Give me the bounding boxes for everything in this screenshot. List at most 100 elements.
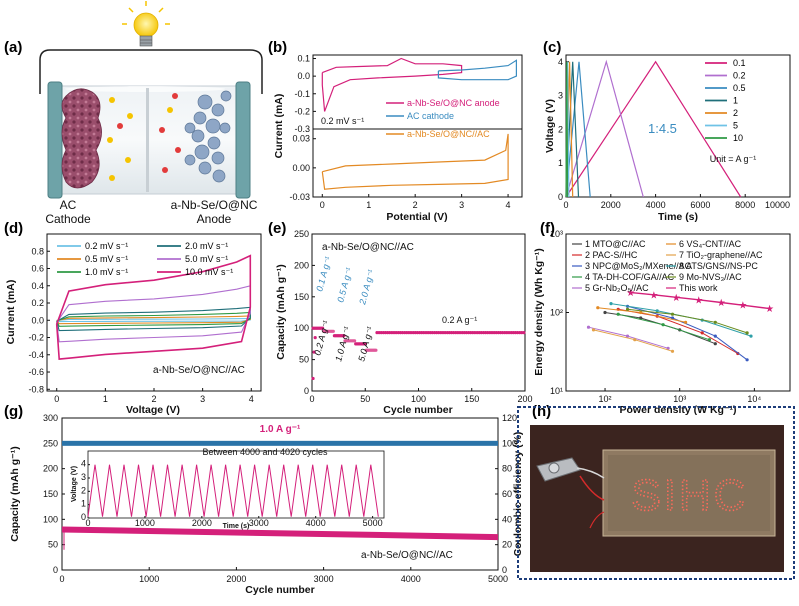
c-curve-0.5 [565,61,591,198]
f-point [713,342,717,346]
g-ytick-label: 200 [43,464,58,474]
g-inset-xtick-label: 3000 [249,518,269,528]
g-inset-ytick-label: 1 [81,499,86,509]
g-inset-xtick-label: 5000 [363,518,383,528]
b-scan-rate-label: 0.2 mV s⁻¹ [321,116,364,126]
e-point [479,331,483,335]
separator [146,88,149,192]
e-point [458,331,462,335]
c-xlabel: Time (s) [658,211,698,223]
g-inset-curve [87,464,379,517]
g-inset-xtick-label: 1000 [135,518,155,528]
g-capacity-band [62,526,498,541]
c-ytick-label: 1 [558,158,563,168]
g-y2tick-label: 120 [502,413,517,423]
c-curve-0.2 [565,59,644,198]
c-xtick-label: 10000 [765,200,790,210]
c-ylabel: Voltage (V) [544,99,556,153]
panel-c-ticks: 0 2000 4000 6000 8000 10000 0 1 2 3 4 [558,57,791,210]
b-xtick-label: 1 [366,200,371,210]
panel-f: (f) 10² 10³ 10⁴ 10¹ 10² 10³ ★ ★ ★ ★ ★ ★ ★ 1 MTO@C//… [533,220,791,416]
f-star-point: ★ [765,304,774,315]
g-xtick-label: 2000 [226,574,246,584]
e-seg-label: 2.0 A g⁻¹ [357,269,376,307]
f-ytick-label: 10² [550,308,563,318]
circuit-wire [39,49,263,94]
g-xtick-label: 1000 [139,574,159,584]
e-point [507,331,511,335]
c-legend: 0.1 0.2 0.5 1 2 5 10 [705,58,746,143]
g-inset-xtick-label: 4000 [306,518,326,528]
panel-e-points [311,326,526,381]
e-xtick-label: 200 [517,394,532,404]
g-ytick-label: 0 [53,565,58,575]
f-star-point: ★ [717,298,726,309]
c-legend-label: 0.2 [733,71,746,81]
b-ytick-label: -0.03 [289,192,310,202]
ac-cathode-material [61,88,102,189]
e-ylabel: Capacity (mAh g⁻¹) [275,264,287,359]
f-xtick-label: 10² [599,394,612,404]
f-xtick-label: 10⁴ [747,394,761,404]
e-seg-label: 0.2 A g⁻¹ [442,315,477,325]
panel-h: (h) SIHC [517,403,795,580]
g-inset: 0 1000 2000 3000 4000 5000 0 1 2 3 4 [81,459,383,528]
e-point [422,331,426,335]
e-ytick-label: 150 [294,292,309,302]
f-legend-label: 5 Gr-Nb₂O₅//AC [585,283,649,293]
panel-h-frame [517,406,795,580]
panel-d-ticks: 0 1 2 3 4 0.8 0.6 0.4 0.2 0.0 -0.2 -0.4 -0.6 -0.8 [28,246,253,404]
b-legend: a-Nb-Se/O@NC anode AC cathode a-Nb-Se/O@… [386,98,500,139]
g-ylabel: Capacity (mAh g⁻¹) [9,446,21,541]
c-legend-label: 10 [733,133,743,143]
b-xtick-label: 2 [413,200,418,210]
b-ytick-label: -0.3 [294,124,310,134]
e-ytick-label: 250 [294,229,309,239]
light-bulb-icon [122,1,170,47]
f-point [633,338,637,342]
d-ytick-label: -0.6 [28,367,44,377]
c-xtick-label: 0 [563,200,568,210]
d-xtick-label: 0 [54,394,59,404]
e-point [313,336,317,340]
b-xtick-label: 0 [320,200,325,210]
f-point [670,349,675,353]
f-point [707,338,712,342]
g-inset-title: Between 4000 and 4020 cycles [202,447,328,457]
b-ytick-label: 0.03 [292,134,310,144]
d-legend-label: 10.0 mV s⁻¹ [185,267,233,277]
panel-a-letter: (a) [4,39,22,56]
d-curve [55,254,252,360]
b-ytick-label: 0.00 [292,163,310,173]
c-ytick-label: 0 [558,192,563,202]
g-y2tick-label: 100 [502,438,517,448]
e-seg-label: 0.5 A g⁻¹ [335,267,354,304]
b-ytick-label: -0.1 [294,89,310,99]
f-point [670,312,675,316]
c-unit-label: Unit = A g⁻¹ [710,154,757,164]
e-point [374,348,378,352]
g-y2tick-label: 80 [502,464,512,474]
f-xlabel: Power density (W Kg⁻¹) [620,404,737,416]
c-legend-label: 5 [733,121,738,131]
panel-f-letter: (f) [540,220,555,237]
e-seg-label: 1.0 A g⁻¹ [333,326,352,363]
f-ytick-label: 10³ [550,229,563,239]
d-ytick-label: 0.8 [31,246,44,256]
b-ytick-label: 0.1 [297,54,310,64]
f-point [591,328,596,332]
g-ce-band [62,440,498,446]
panel-b-frame [312,54,523,198]
d-curve [56,306,251,332]
f-legend-label: 9 Mo-NVS₃//AC [679,272,742,282]
g-inset-xtick-label: 2000 [192,518,212,528]
c-xtick-label: 6000 [690,200,710,210]
g-xtick-label: 5000 [488,574,508,584]
f-curve [627,308,748,334]
d-legend-label: 0.5 mV s⁻¹ [85,254,128,264]
d-legend-label: 0.2 mV s⁻¹ [85,241,128,251]
f-point [749,334,753,338]
f-star-point: ★ [738,301,747,312]
f-point [596,306,600,310]
g-ytick-label: 100 [43,514,58,524]
